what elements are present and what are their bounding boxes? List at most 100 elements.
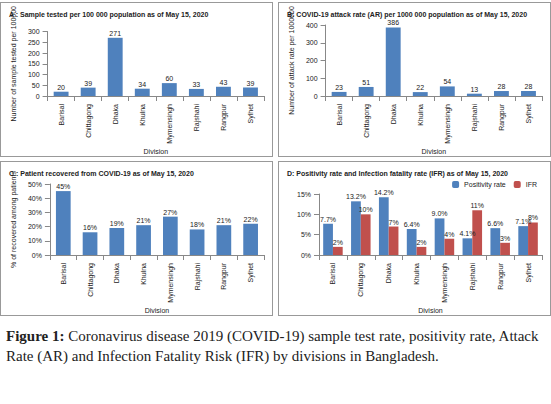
svg-text:Chittagong: Chittagong xyxy=(87,263,95,297)
svg-text:100: 100 xyxy=(28,71,40,78)
svg-text:0: 0 xyxy=(36,93,40,100)
svg-text:250: 250 xyxy=(28,39,40,46)
svg-text:Khulna: Khulna xyxy=(139,104,146,126)
svg-text:50%: 50% xyxy=(28,181,42,188)
svg-text:IFR: IFR xyxy=(526,181,537,188)
svg-text:45%: 45% xyxy=(56,183,70,190)
svg-text:Chittagong: Chittagong xyxy=(85,104,93,138)
svg-text:Rajshahi: Rajshahi xyxy=(194,263,202,291)
svg-text:Sylhet: Sylhet xyxy=(525,263,533,283)
svg-text:6.6%: 6.6% xyxy=(487,220,503,227)
svg-text:2%: 2% xyxy=(416,239,426,246)
svg-text:A : Sample tested per 100 000: A : Sample tested per 100 000 population… xyxy=(9,11,208,19)
svg-text:Rangpur: Rangpur xyxy=(220,103,228,131)
svg-text:Chittagong: Chittagong xyxy=(363,104,371,138)
svg-text:50: 50 xyxy=(32,82,40,89)
svg-text:Positivity rate: Positivity rate xyxy=(464,181,506,189)
svg-text:300: 300 xyxy=(28,28,40,35)
svg-text:3%: 3% xyxy=(500,235,510,242)
svg-text:7.7%: 7.7% xyxy=(320,216,336,223)
svg-text:Chittagong: Chittagong xyxy=(357,263,365,297)
svg-text:Barisal: Barisal xyxy=(60,263,67,285)
svg-text:Rangpur: Rangpur xyxy=(220,262,228,290)
svg-text:51: 51 xyxy=(362,79,370,86)
svg-text:Mymensingh: Mymensingh xyxy=(441,263,449,303)
svg-text:6.4%: 6.4% xyxy=(404,221,420,228)
svg-text:Division: Division xyxy=(418,307,443,314)
svg-text:Mymensingh: Mymensingh xyxy=(167,263,175,303)
svg-text:Division: Division xyxy=(422,148,447,155)
svg-text:4.1%: 4.1% xyxy=(459,230,475,237)
svg-text:C : Patient recovered from COV: C : Patient recovered from COVID-19 as o… xyxy=(9,170,194,178)
svg-text:B: COVID-19 attack rate (AR) p: B: COVID-19 attack rate (AR) per 1000 00… xyxy=(287,11,527,19)
svg-text:Barisal: Barisal xyxy=(58,104,65,126)
svg-text:20: 20 xyxy=(57,84,65,91)
svg-text:22: 22 xyxy=(416,84,424,91)
svg-text:11%: 11% xyxy=(470,202,484,209)
svg-text:Khulna: Khulna xyxy=(413,263,420,285)
svg-text:14.2%: 14.2% xyxy=(374,189,394,196)
svg-text:60: 60 xyxy=(165,75,173,82)
svg-text:Dhaka: Dhaka xyxy=(385,263,392,283)
svg-text:2%: 2% xyxy=(333,239,343,246)
svg-text:10%: 10% xyxy=(297,211,311,218)
svg-text:0%: 0% xyxy=(301,252,311,259)
svg-text:13: 13 xyxy=(470,86,478,93)
svg-text:Dhaka: Dhaka xyxy=(113,263,120,283)
svg-text:33: 33 xyxy=(192,81,200,88)
svg-text:Rajshahi: Rajshahi xyxy=(469,263,477,291)
svg-text:271: 271 xyxy=(109,30,121,37)
svg-text:D: Positivity rate and Infecti: D: Positivity rate and Infection fatalit… xyxy=(287,170,508,178)
svg-text:39: 39 xyxy=(84,80,92,87)
svg-text:Sylhet: Sylhet xyxy=(525,104,533,124)
svg-text:Dhaka: Dhaka xyxy=(112,104,119,124)
svg-text:Dhaka: Dhaka xyxy=(390,104,397,124)
svg-text:386: 386 xyxy=(387,19,399,26)
svg-text:Rangpur: Rangpur xyxy=(498,103,506,131)
svg-text:200: 200 xyxy=(306,57,318,64)
svg-text:Rajshahi: Rajshahi xyxy=(471,104,479,132)
svg-text:9.0%: 9.0% xyxy=(432,210,448,217)
svg-text:22%: 22% xyxy=(244,216,258,223)
svg-text:7%: 7% xyxy=(389,219,399,226)
svg-text:15%: 15% xyxy=(297,191,311,198)
svg-text:0%: 0% xyxy=(32,252,42,259)
svg-text:Number of attack rate per 1000: Number of attack rate per 1000000 xyxy=(288,6,296,115)
svg-text:28: 28 xyxy=(498,83,506,90)
svg-text:21%: 21% xyxy=(137,217,151,224)
svg-text:100: 100 xyxy=(306,75,318,82)
svg-text:Khulna: Khulna xyxy=(140,263,147,285)
svg-text:43: 43 xyxy=(220,79,228,86)
svg-text:21%: 21% xyxy=(217,217,231,224)
svg-text:% of recovered among patients: % of recovered among patients xyxy=(10,171,18,268)
svg-text:16%: 16% xyxy=(83,224,97,231)
svg-text:Sylhet: Sylhet xyxy=(247,104,255,124)
svg-text:Mymensingh: Mymensingh xyxy=(166,104,174,144)
svg-text:Division: Division xyxy=(144,148,169,155)
svg-text:8%: 8% xyxy=(528,214,538,221)
svg-text:Khulna: Khulna xyxy=(417,104,424,126)
svg-text:10%: 10% xyxy=(359,206,373,213)
svg-text:Rajshahi: Rajshahi xyxy=(193,104,201,132)
svg-text:400: 400 xyxy=(306,22,318,29)
svg-text:Barisal: Barisal xyxy=(336,104,343,126)
svg-text:Number of sample tested per 10: Number of sample tested per 100000 xyxy=(10,6,18,122)
svg-text:39: 39 xyxy=(247,80,255,87)
svg-text:20%: 20% xyxy=(28,223,42,230)
svg-text:Sylhet: Sylhet xyxy=(247,263,255,283)
svg-text:150: 150 xyxy=(28,60,40,67)
svg-text:300: 300 xyxy=(306,39,318,46)
svg-text:28: 28 xyxy=(525,83,533,90)
svg-text:Division: Division xyxy=(145,307,170,314)
svg-text:23: 23 xyxy=(335,84,343,91)
svg-text:0: 0 xyxy=(314,93,318,100)
svg-text:5%: 5% xyxy=(301,231,311,238)
svg-text:18%: 18% xyxy=(190,221,204,228)
svg-text:200: 200 xyxy=(28,50,40,57)
svg-text:34: 34 xyxy=(138,81,146,88)
svg-text:30%: 30% xyxy=(28,209,42,216)
svg-text:40%: 40% xyxy=(28,195,42,202)
svg-text:4%: 4% xyxy=(444,231,454,238)
svg-text:Mymensingh: Mymensingh xyxy=(444,104,452,144)
svg-text:Barisal: Barisal xyxy=(329,263,336,285)
